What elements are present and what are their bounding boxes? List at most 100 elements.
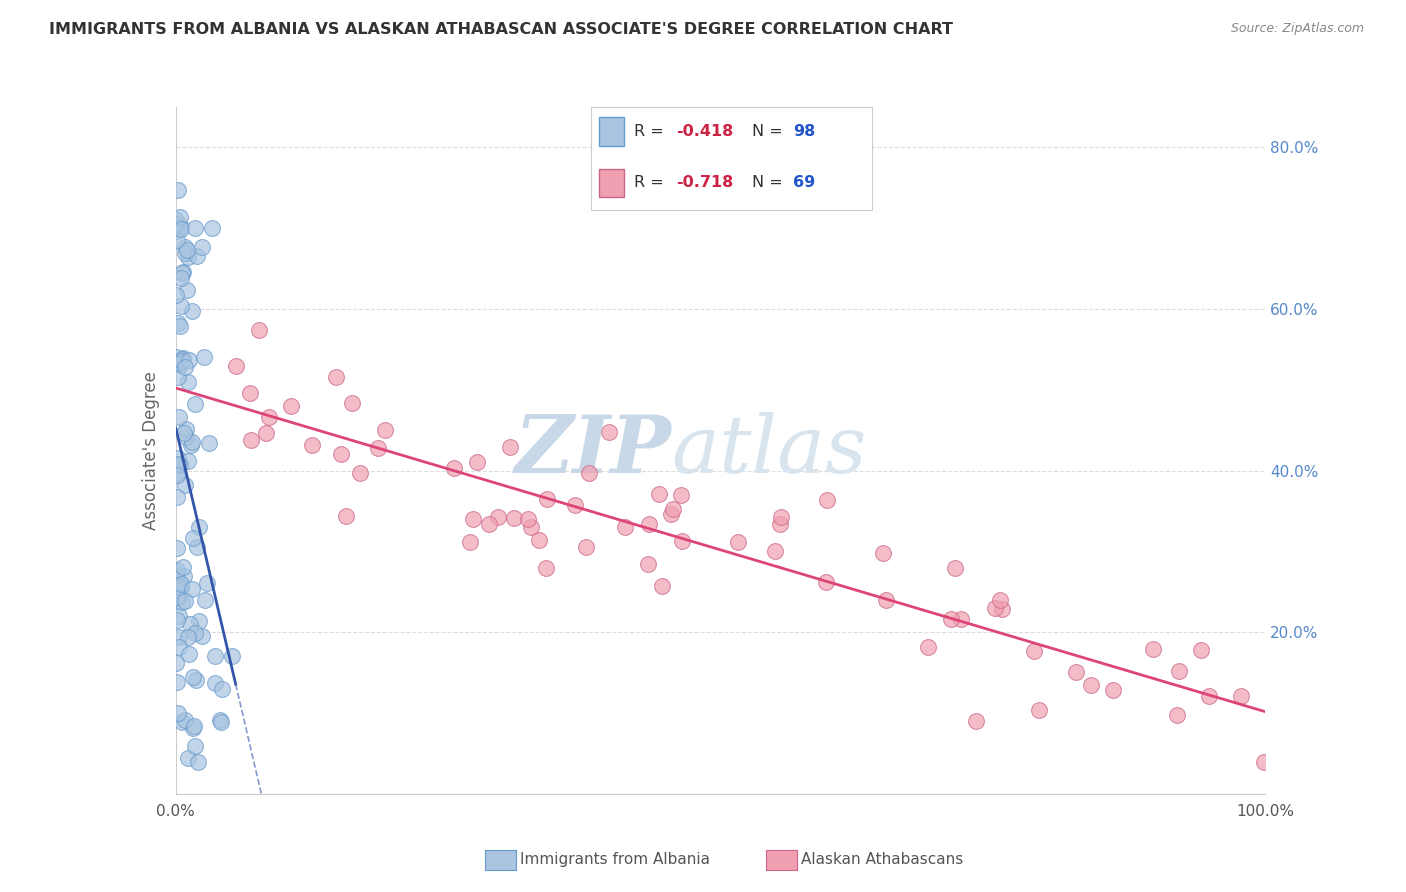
Point bbox=[167, 451, 190, 466]
Text: -0.718: -0.718 bbox=[676, 176, 734, 191]
Text: R =: R = bbox=[634, 176, 669, 191]
Point bbox=[1166, 707, 1188, 722]
Point bbox=[939, 612, 962, 626]
Point bbox=[166, 675, 188, 690]
Point bbox=[184, 220, 207, 235]
Point bbox=[173, 360, 195, 375]
Point bbox=[1198, 689, 1220, 703]
Text: atlas: atlas bbox=[672, 412, 868, 489]
Point bbox=[208, 714, 231, 728]
Text: IMMIGRANTS FROM ALBANIA VS ALASKAN ATHABASCAN ASSOCIATE'S DEGREE CORRELATION CHA: IMMIGRANTS FROM ALBANIA VS ALASKAN ATHAB… bbox=[49, 22, 953, 37]
Point bbox=[166, 706, 188, 720]
Point bbox=[170, 715, 193, 730]
Text: 98: 98 bbox=[793, 124, 815, 139]
Point bbox=[170, 353, 193, 368]
Point bbox=[170, 299, 193, 313]
FancyBboxPatch shape bbox=[599, 118, 624, 146]
Text: Alaskan Athabascans: Alaskan Athabascans bbox=[801, 853, 963, 867]
Point bbox=[172, 595, 194, 609]
Point bbox=[669, 488, 692, 502]
Point bbox=[598, 425, 620, 440]
Point bbox=[727, 534, 749, 549]
Point bbox=[1022, 644, 1045, 658]
Point bbox=[184, 739, 207, 753]
Point bbox=[614, 520, 637, 534]
Point bbox=[165, 350, 187, 364]
Point bbox=[174, 430, 197, 444]
Point bbox=[184, 625, 207, 640]
Point bbox=[221, 648, 243, 663]
Point bbox=[225, 359, 247, 373]
Point bbox=[186, 250, 208, 264]
Point bbox=[169, 220, 191, 235]
Point bbox=[174, 593, 197, 607]
Point bbox=[1168, 664, 1191, 678]
Point bbox=[520, 520, 543, 534]
Point bbox=[173, 569, 195, 583]
Point bbox=[965, 714, 987, 728]
Point bbox=[165, 212, 187, 227]
Point bbox=[648, 487, 671, 501]
Point bbox=[662, 502, 685, 516]
Text: ZIP: ZIP bbox=[515, 412, 672, 489]
Point bbox=[184, 397, 207, 411]
Point bbox=[177, 454, 200, 468]
Point bbox=[499, 440, 522, 454]
Point bbox=[190, 240, 212, 254]
Point bbox=[330, 446, 353, 460]
Point bbox=[167, 608, 190, 623]
Point bbox=[575, 540, 598, 554]
Point bbox=[165, 217, 187, 231]
Point bbox=[177, 250, 200, 264]
Point bbox=[659, 508, 682, 522]
Point bbox=[204, 648, 226, 663]
Point bbox=[465, 455, 488, 469]
Point bbox=[188, 614, 211, 628]
Point bbox=[461, 512, 484, 526]
Point bbox=[239, 385, 262, 400]
Point bbox=[1230, 689, 1253, 703]
Point bbox=[458, 535, 481, 549]
Point bbox=[169, 458, 191, 473]
Point bbox=[181, 582, 204, 596]
Point bbox=[176, 630, 198, 644]
FancyBboxPatch shape bbox=[599, 169, 624, 197]
Point bbox=[335, 508, 357, 523]
Point bbox=[1028, 703, 1050, 717]
Text: 69: 69 bbox=[793, 176, 815, 191]
Point bbox=[280, 399, 302, 413]
Point bbox=[1189, 643, 1212, 657]
Point bbox=[167, 630, 190, 644]
Point bbox=[176, 243, 198, 257]
Point bbox=[167, 316, 190, 330]
Point bbox=[1253, 755, 1275, 769]
Point bbox=[671, 534, 693, 549]
Point bbox=[184, 673, 207, 688]
Point bbox=[325, 370, 347, 384]
Point bbox=[181, 531, 204, 545]
Point bbox=[169, 318, 191, 333]
Text: Immigrants from Albania: Immigrants from Albania bbox=[520, 853, 710, 867]
Point bbox=[173, 245, 195, 260]
Point bbox=[172, 559, 194, 574]
Point bbox=[578, 466, 600, 480]
Point bbox=[367, 441, 389, 455]
Point bbox=[204, 676, 226, 690]
Point bbox=[875, 592, 897, 607]
Point bbox=[247, 323, 270, 337]
Point bbox=[1102, 683, 1125, 698]
Point bbox=[254, 426, 277, 441]
Point bbox=[945, 561, 967, 575]
Point bbox=[169, 580, 191, 594]
Point bbox=[534, 561, 557, 575]
Point bbox=[167, 640, 190, 654]
Point bbox=[166, 568, 188, 582]
Y-axis label: Associate's Degree: Associate's Degree bbox=[142, 371, 160, 530]
Text: Source: ZipAtlas.com: Source: ZipAtlas.com bbox=[1230, 22, 1364, 36]
Point bbox=[165, 656, 187, 670]
Point bbox=[211, 681, 233, 696]
Point bbox=[167, 457, 190, 471]
Point bbox=[170, 577, 193, 591]
Point bbox=[183, 719, 205, 733]
Point bbox=[177, 647, 200, 661]
